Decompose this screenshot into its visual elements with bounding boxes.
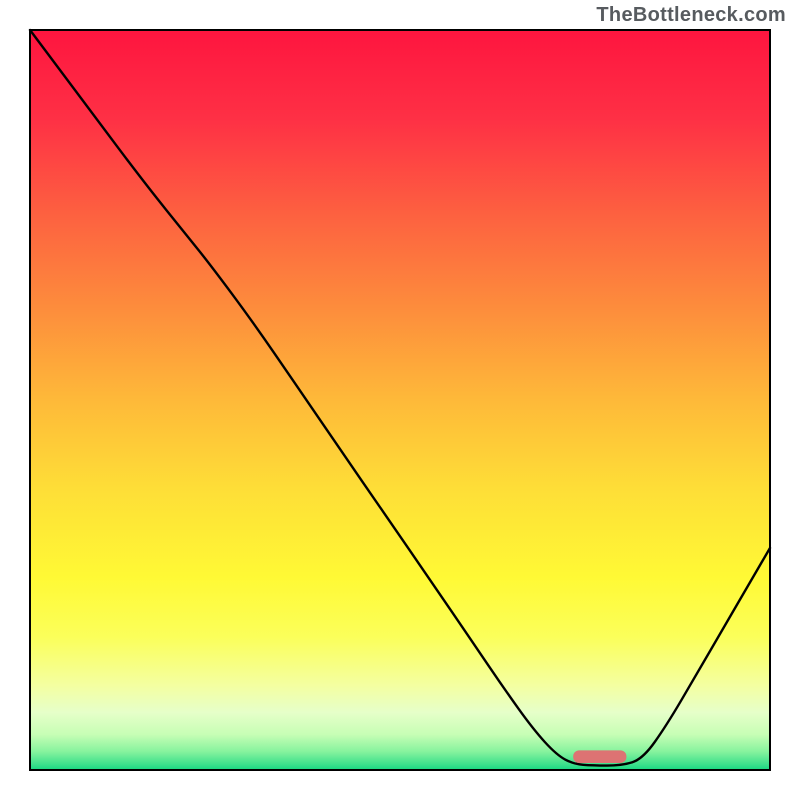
plot-background — [30, 30, 770, 770]
chart-stage: TheBottleneck.com — [0, 0, 800, 800]
bottleneck-marker — [573, 750, 626, 763]
watermark-text: TheBottleneck.com — [596, 4, 786, 27]
chart-svg — [0, 0, 800, 800]
